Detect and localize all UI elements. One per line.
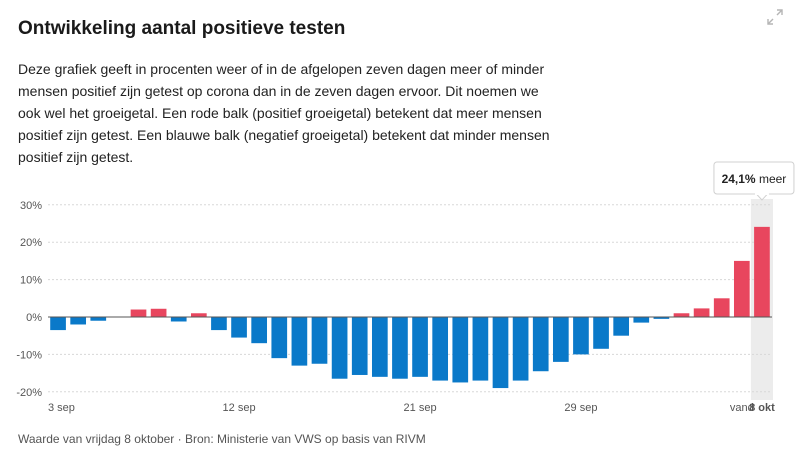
chart-title: Ontwikkeling aantal positieve testen <box>18 18 346 39</box>
y-tick-label: -20% <box>16 387 42 399</box>
x-tick-label: vand <box>730 402 754 414</box>
bar <box>251 317 268 344</box>
bar <box>130 309 147 317</box>
bar <box>412 317 428 377</box>
bar <box>713 298 730 317</box>
tooltip-value: 24,1% <box>722 172 756 186</box>
x-tick-label: 21 sep <box>404 402 437 414</box>
bar <box>653 317 670 319</box>
bar <box>733 260 750 317</box>
tooltip-box <box>713 161 795 195</box>
y-tick-label: 30% <box>20 200 42 212</box>
y-tick-label: 0% <box>26 312 42 324</box>
y-tick-label: 10% <box>20 275 42 287</box>
bar <box>432 317 449 381</box>
bar <box>693 308 710 317</box>
source-note: Waarde van vrijdag 8 oktober · Bron: Min… <box>18 432 426 446</box>
bar <box>150 308 167 317</box>
bar <box>271 317 288 359</box>
bar <box>70 317 87 325</box>
bar <box>512 317 529 381</box>
tooltip-suffix: meer <box>756 172 787 186</box>
bar <box>351 317 368 375</box>
bar <box>170 317 187 322</box>
x-tick-label: 12 sep <box>223 402 256 414</box>
bar <box>613 317 630 336</box>
bar <box>50 317 66 331</box>
bar <box>90 317 107 321</box>
y-tick-label: 20% <box>20 237 42 249</box>
bar <box>593 317 609 349</box>
tooltip-text: 24,1% meer <box>722 172 787 186</box>
bar <box>190 313 207 317</box>
chart-description: Deze grafiek geeft in procenten weer of … <box>18 61 550 165</box>
bar <box>291 317 308 366</box>
tooltip-pointer-mask <box>754 192 769 195</box>
x-tick-label: 8 okt <box>749 402 775 414</box>
bar <box>633 317 650 323</box>
bar <box>532 317 549 372</box>
bar <box>673 313 690 317</box>
bar <box>754 226 770 317</box>
bar <box>552 317 569 362</box>
bar <box>311 317 328 364</box>
x-tick-label: 3 sep <box>48 402 75 414</box>
bar <box>371 317 388 377</box>
bar <box>211 317 227 331</box>
bar <box>472 317 489 381</box>
bar <box>452 317 469 383</box>
bar <box>331 317 348 379</box>
bar <box>392 317 408 379</box>
bar <box>231 317 247 338</box>
y-tick-label: -10% <box>16 349 42 361</box>
bar <box>573 317 589 355</box>
growth-bar-chart: 30% 20% 10% 0% -10% -20% 3 sep 12 sep 21 sep 29 s… <box>16 161 795 414</box>
bar <box>492 317 509 389</box>
expand-icon[interactable] <box>766 8 784 26</box>
x-tick-label: 29 sep <box>564 402 597 414</box>
